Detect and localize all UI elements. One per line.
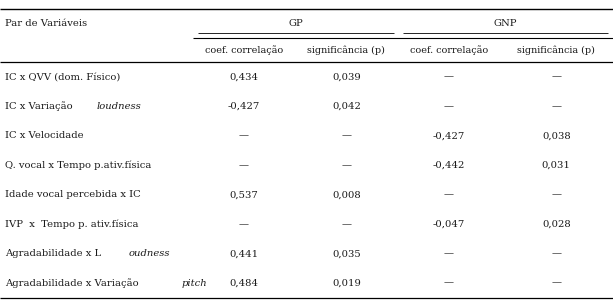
Text: —: — (341, 220, 351, 229)
Text: Agradabilidade x Variação: Agradabilidade x Variação (5, 278, 142, 288)
Text: —: — (238, 131, 249, 140)
Text: 0,434: 0,434 (229, 72, 258, 81)
Text: Q. vocal x Tempo p.ativ.física: Q. vocal x Tempo p.ativ.física (5, 161, 151, 170)
Text: 0,042: 0,042 (332, 102, 361, 111)
Text: significância (p): significância (p) (517, 45, 595, 55)
Text: 0,038: 0,038 (542, 131, 571, 140)
Text: 0,008: 0,008 (332, 190, 360, 199)
Text: —: — (551, 190, 562, 199)
Text: —: — (238, 220, 249, 229)
Text: 0,031: 0,031 (542, 161, 571, 170)
Text: GNP: GNP (494, 19, 517, 28)
Text: —: — (551, 102, 562, 111)
Text: 0,039: 0,039 (332, 72, 360, 81)
Text: IC x Variação: IC x Variação (5, 102, 75, 111)
Text: -0,047: -0,047 (433, 220, 465, 229)
Text: 0,028: 0,028 (542, 220, 571, 229)
Text: —: — (444, 102, 454, 111)
Text: —: — (551, 249, 562, 258)
Text: 0,537: 0,537 (229, 190, 258, 199)
Text: 0,035: 0,035 (332, 249, 360, 258)
Text: -0,427: -0,427 (433, 131, 465, 140)
Text: GP: GP (288, 19, 303, 28)
Text: —: — (444, 72, 454, 81)
Text: IC x Velocidade: IC x Velocidade (5, 131, 83, 140)
Text: Idade vocal percebida x IC: Idade vocal percebida x IC (5, 190, 140, 199)
Text: coef. correlação: coef. correlação (205, 45, 283, 55)
Text: significância (p): significância (p) (307, 45, 386, 55)
Text: —: — (444, 249, 454, 258)
Text: pitch: pitch (181, 279, 207, 288)
Text: 0,484: 0,484 (229, 279, 258, 288)
Text: 0,441: 0,441 (229, 249, 258, 258)
Text: -0,442: -0,442 (433, 161, 465, 170)
Text: Par de Variáveis: Par de Variáveis (5, 19, 87, 28)
Text: —: — (341, 131, 351, 140)
Text: loudness: loudness (96, 102, 141, 111)
Text: —: — (341, 161, 351, 170)
Text: —: — (551, 279, 562, 288)
Text: —: — (444, 190, 454, 199)
Text: IVP  x  Tempo p. ativ.física: IVP x Tempo p. ativ.física (5, 219, 139, 229)
Text: IC x QVV (dom. Físico): IC x QVV (dom. Físico) (5, 72, 120, 81)
Text: Agradabilidade x L: Agradabilidade x L (5, 249, 101, 258)
Text: —: — (444, 279, 454, 288)
Text: —: — (551, 72, 562, 81)
Text: oudness: oudness (129, 249, 170, 258)
Text: 0,019: 0,019 (332, 279, 361, 288)
Text: —: — (238, 161, 249, 170)
Text: coef. correlação: coef. correlação (410, 45, 488, 55)
Text: -0,427: -0,427 (227, 102, 260, 111)
